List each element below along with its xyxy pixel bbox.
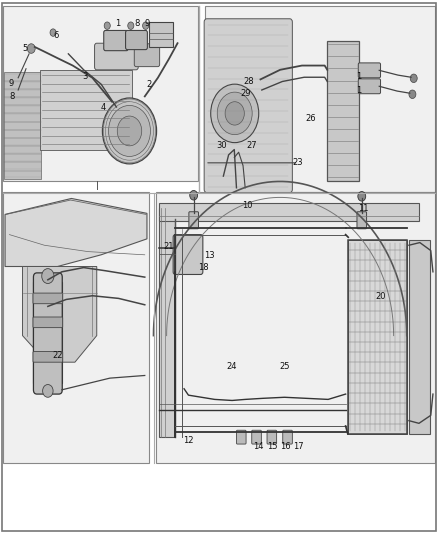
Text: 14: 14: [253, 442, 264, 451]
FancyBboxPatch shape: [33, 317, 63, 328]
Text: 1: 1: [356, 85, 361, 94]
FancyBboxPatch shape: [358, 79, 381, 94]
Circle shape: [217, 92, 252, 135]
Circle shape: [50, 29, 56, 36]
Text: 24: 24: [227, 362, 237, 371]
Circle shape: [143, 22, 149, 29]
Circle shape: [225, 102, 244, 125]
FancyBboxPatch shape: [237, 430, 246, 444]
FancyBboxPatch shape: [33, 352, 63, 362]
FancyBboxPatch shape: [3, 192, 149, 463]
FancyBboxPatch shape: [149, 22, 173, 47]
Text: 8: 8: [9, 92, 14, 101]
Text: 16: 16: [280, 442, 291, 451]
Circle shape: [42, 384, 53, 397]
FancyBboxPatch shape: [126, 30, 148, 50]
Text: 12: 12: [183, 437, 194, 446]
Text: 8: 8: [134, 19, 140, 28]
Circle shape: [104, 22, 110, 29]
FancyBboxPatch shape: [4, 72, 41, 179]
FancyBboxPatch shape: [252, 430, 261, 444]
Circle shape: [128, 22, 134, 29]
Circle shape: [410, 74, 417, 83]
FancyBboxPatch shape: [189, 212, 198, 229]
Circle shape: [27, 44, 35, 53]
Text: 9: 9: [9, 78, 14, 87]
Text: 23: 23: [292, 158, 303, 167]
Text: 20: 20: [375, 292, 386, 301]
FancyBboxPatch shape: [205, 6, 435, 192]
FancyBboxPatch shape: [159, 208, 175, 437]
FancyBboxPatch shape: [358, 63, 381, 78]
FancyBboxPatch shape: [283, 430, 292, 444]
Text: 22: 22: [52, 351, 63, 360]
Text: 5: 5: [22, 44, 27, 53]
Text: 1: 1: [115, 19, 120, 28]
FancyBboxPatch shape: [267, 430, 277, 444]
Circle shape: [409, 90, 416, 99]
Text: 13: 13: [204, 252, 215, 260]
Circle shape: [358, 191, 366, 201]
Text: 4: 4: [101, 102, 106, 111]
Text: 21: 21: [163, 242, 174, 251]
Text: 30: 30: [216, 141, 226, 150]
Text: 6: 6: [53, 31, 59, 41]
FancyBboxPatch shape: [33, 293, 63, 304]
FancyBboxPatch shape: [3, 6, 198, 181]
Polygon shape: [22, 266, 97, 362]
FancyBboxPatch shape: [95, 43, 138, 70]
Text: 27: 27: [247, 141, 257, 150]
FancyBboxPatch shape: [159, 203, 419, 221]
FancyBboxPatch shape: [104, 30, 128, 51]
FancyBboxPatch shape: [348, 240, 407, 434]
Circle shape: [42, 269, 54, 284]
FancyBboxPatch shape: [33, 282, 62, 383]
Text: 10: 10: [242, 201, 253, 211]
Text: 1: 1: [356, 72, 361, 81]
FancyBboxPatch shape: [357, 212, 367, 229]
FancyBboxPatch shape: [155, 192, 435, 463]
FancyBboxPatch shape: [327, 41, 359, 181]
Text: 25: 25: [279, 362, 290, 371]
FancyBboxPatch shape: [134, 44, 159, 67]
Text: 3: 3: [82, 71, 87, 80]
Text: 18: 18: [198, 263, 209, 271]
Circle shape: [117, 116, 142, 146]
Circle shape: [102, 98, 156, 164]
FancyBboxPatch shape: [409, 240, 430, 434]
FancyBboxPatch shape: [33, 273, 62, 394]
Polygon shape: [40, 70, 132, 150]
FancyBboxPatch shape: [173, 235, 203, 274]
Text: 2: 2: [147, 80, 152, 89]
Text: 28: 28: [244, 77, 254, 86]
Text: 26: 26: [305, 114, 316, 123]
Circle shape: [211, 84, 259, 143]
Text: 11: 11: [358, 204, 368, 213]
Text: 17: 17: [293, 442, 304, 451]
Circle shape: [190, 190, 198, 200]
Polygon shape: [5, 198, 147, 266]
Text: 15: 15: [267, 442, 278, 451]
FancyBboxPatch shape: [204, 19, 292, 192]
Circle shape: [109, 106, 150, 157]
Text: 29: 29: [241, 88, 251, 98]
Text: 9: 9: [145, 19, 150, 28]
